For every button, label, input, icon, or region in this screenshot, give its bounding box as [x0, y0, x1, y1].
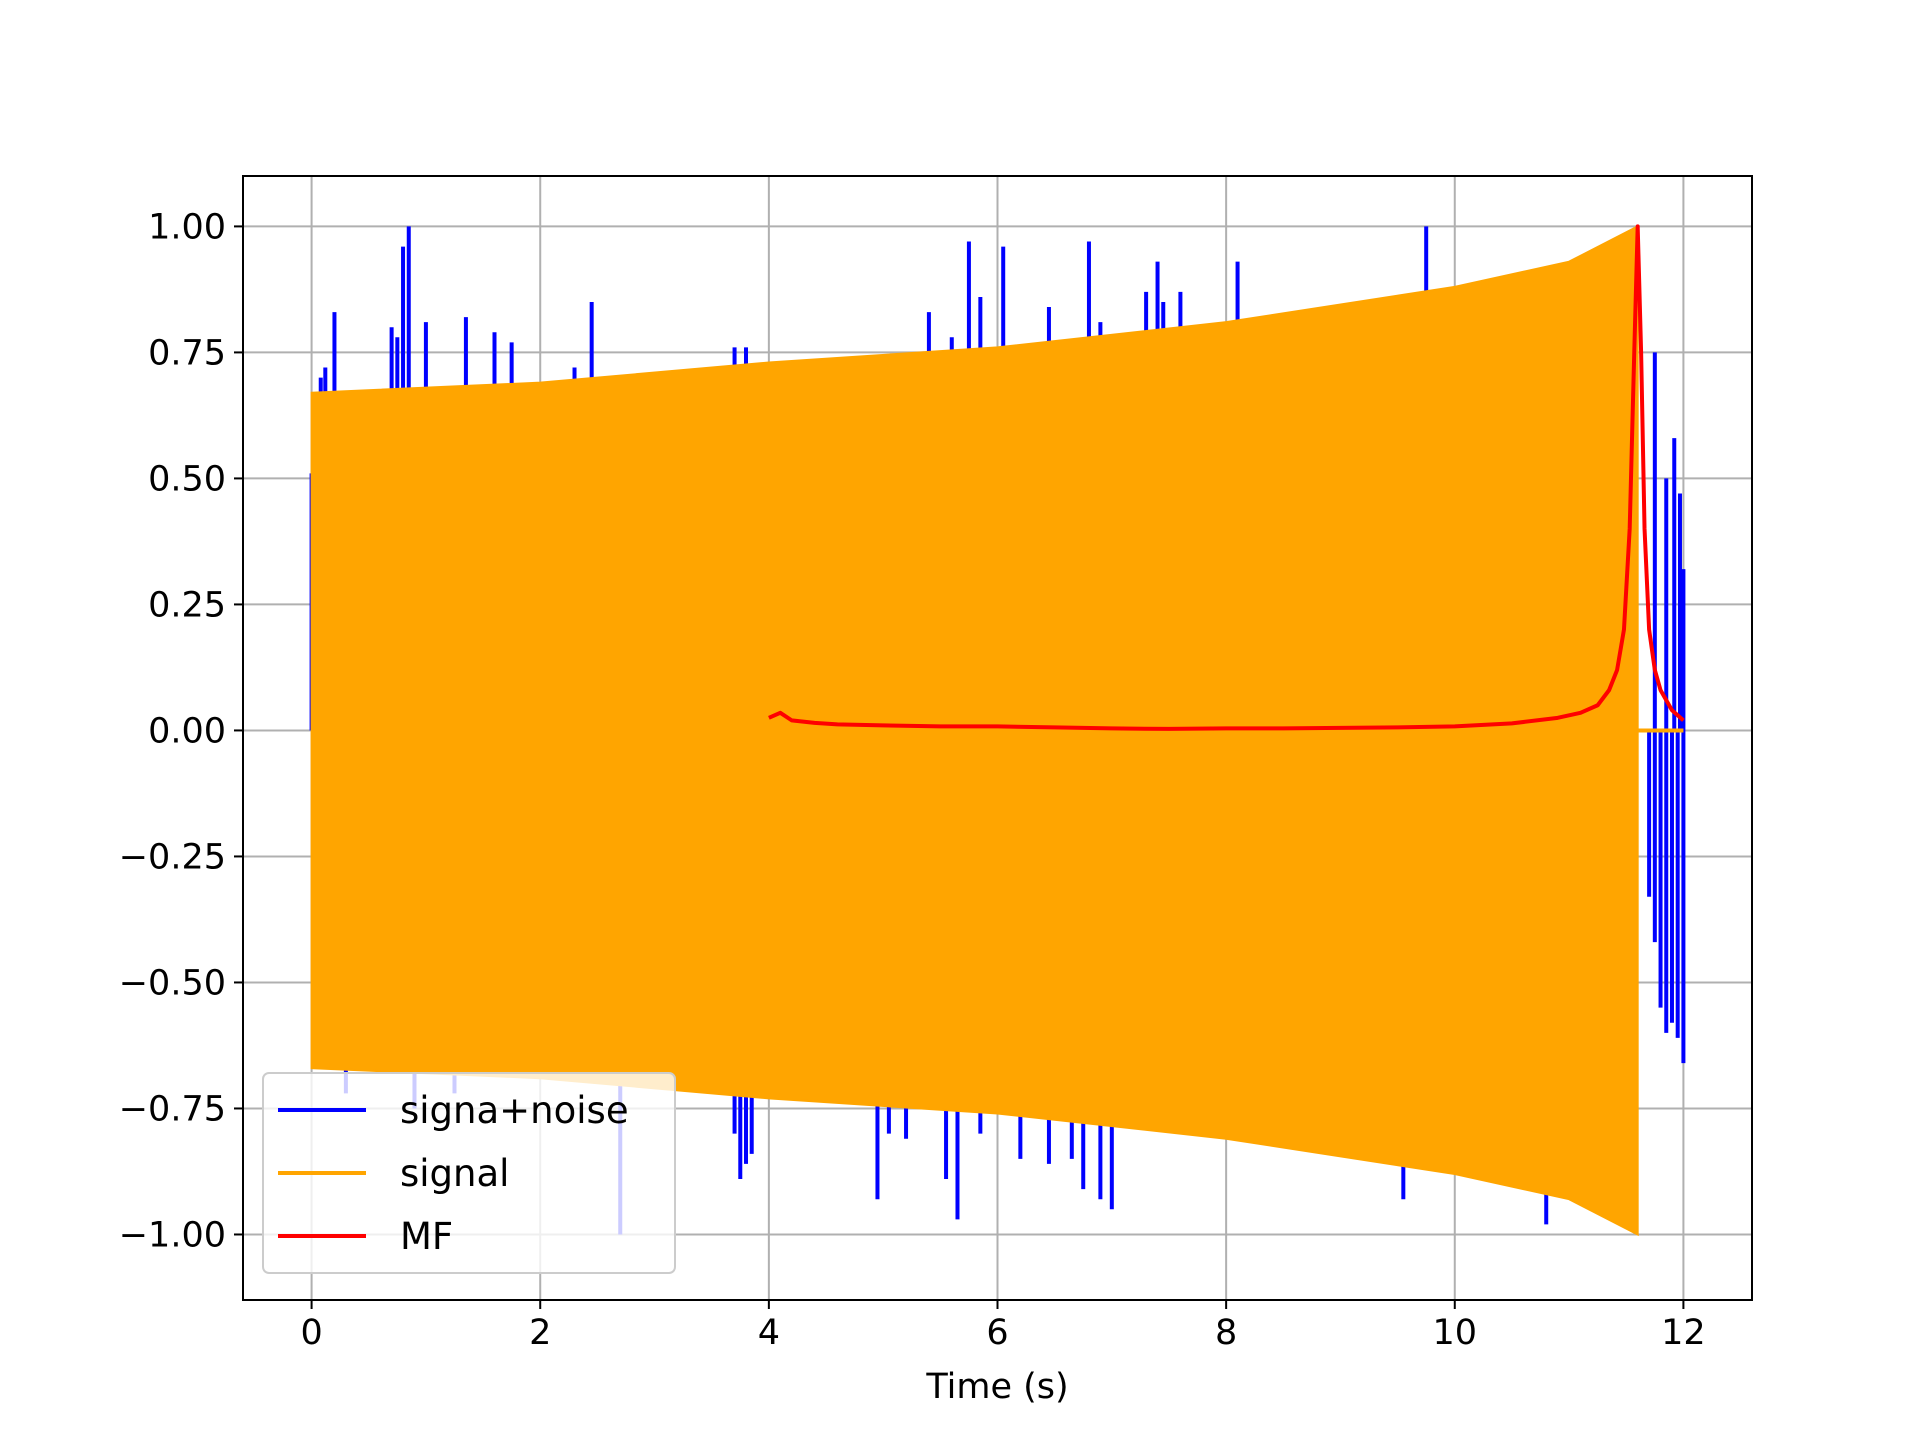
y-tick-label: 0.75	[148, 333, 226, 373]
y-tick-label: 0.25	[148, 585, 226, 625]
legend: signa+noise signal MF	[262, 1072, 676, 1274]
series-signal	[310, 224, 1639, 1237]
legend-label: signa+noise	[400, 1089, 629, 1132]
x-tick-label: 4	[758, 1313, 780, 1353]
y-tick-label: 1.00	[148, 207, 226, 247]
x-tick-label: 8	[1215, 1313, 1237, 1353]
x-tick-label: 2	[529, 1313, 551, 1353]
legend-label: signal	[400, 1152, 509, 1195]
legend-box	[262, 1072, 676, 1274]
plot-area	[309, 224, 1686, 1237]
y-tick-label: 0.50	[148, 459, 226, 499]
legend-label: MF	[400, 1215, 453, 1258]
x-axis-label: Time (s)	[925, 1367, 1068, 1407]
y-tick-label: −0.25	[119, 837, 226, 877]
x-tick-label: 10	[1432, 1313, 1477, 1353]
x-tick-label: 12	[1661, 1313, 1706, 1353]
ticks: 0 2 4 6 8 10 12 1.00 0.75 0.50 0.25 0.00 −0.25 −0.50 −…	[119, 207, 1706, 1353]
series-mf	[768, 224, 1685, 731]
x-tick-label: 6	[986, 1313, 1008, 1353]
y-tick-label: 0.00	[148, 711, 226, 751]
y-tick-label: −1.00	[119, 1215, 226, 1255]
y-tick-label: −0.50	[119, 963, 226, 1003]
x-tick-label: 0	[300, 1313, 322, 1353]
y-tick-label: −0.75	[119, 1089, 226, 1129]
